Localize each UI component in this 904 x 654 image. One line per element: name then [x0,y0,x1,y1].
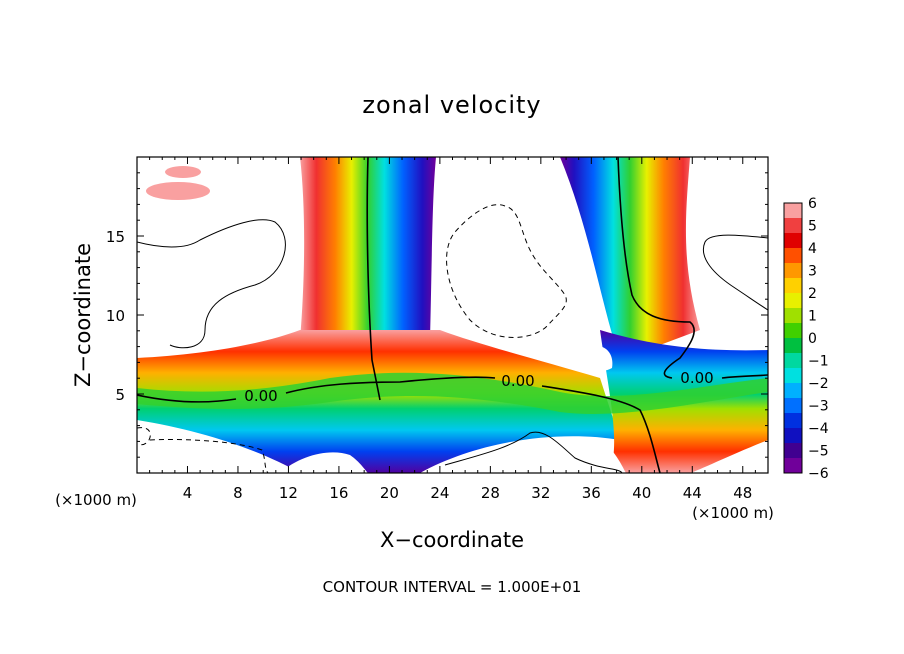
colorbar-label: −4 [808,421,829,437]
contour-interval-note: CONTOUR INTERVAL = 1.000E+01 [323,578,582,596]
x-tick-label: 32 [531,484,550,502]
colorbar-label: 3 [808,264,817,280]
field-blob [146,182,210,200]
chart-title: zonal velocity [362,91,541,119]
colorbar-swatch [784,413,802,429]
colorbar-label: 4 [808,241,817,257]
x-tick-label: 16 [329,484,348,502]
field-jet-left [137,330,620,473]
colorbar-swatch [784,278,802,294]
contour-line [703,234,768,311]
colorbar-label: −1 [808,354,829,370]
colorbar-label: 1 [808,309,817,325]
field-plume-right [560,157,700,360]
y-tick-label: 5 [115,386,125,404]
field-core [137,372,768,414]
colorbar-swatch [784,263,802,279]
contour-line-zero [617,157,768,379]
x-axis-label: X−coordinate [380,528,524,552]
colorbar-label: −5 [808,444,829,460]
colorbar-swatch [784,218,802,234]
colorbar: 6 5 4 3 2 1 0 −1 −2 −3 −4 −5 −6 [783,196,829,482]
field-gap [280,452,368,473]
colorbar-frame [783,202,803,474]
contour-lines [137,157,768,473]
colorbar-swatch [784,203,802,219]
contour-line-zero [137,376,661,473]
colorbar-swatch [784,308,802,324]
colorbar-label: 2 [808,286,817,302]
x-tick-label: 40 [632,484,651,502]
colorbar-label: −6 [808,466,829,482]
colorbar-swatch [784,353,802,369]
x-tick-label: 20 [380,484,399,502]
colorbar-swatch [784,368,802,384]
contour-label: 0.00 [501,372,534,390]
colorbar-label: −2 [808,376,829,392]
field-gap [137,437,200,473]
colorbar-swatch [784,383,802,399]
y-axis-label: Z−coordinate [71,243,95,387]
contour-line [149,438,269,473]
field-gap [585,346,613,371]
x-axis: 4 8 12 16 20 24 28 32 36 40 44 48 [149,157,756,502]
colorbar-swatch [784,443,802,459]
colorbar-swatch [784,338,802,354]
colorbar-swatch [784,248,802,264]
field-gap [430,445,626,473]
x-tick-label: 36 [582,484,601,502]
contour-line-zero [366,157,381,401]
x-tick-label: 4 [183,484,193,502]
colorbar-swatch [784,293,802,309]
x-tick-label: 12 [279,484,298,502]
y-tick-label: 15 [106,228,125,246]
x-tick-label: 8 [233,484,243,502]
contour-line [137,219,286,349]
contour-label: 0.00 [680,369,713,387]
contour-line [137,427,151,446]
colorbar-label: 0 [808,331,817,347]
colorbar-swatch [784,428,802,444]
x-tick-label: 44 [683,484,702,502]
contour-line [444,431,623,473]
y-tick-label: 10 [106,307,125,325]
field-blob [165,166,201,178]
colorbar-label: 6 [808,196,817,212]
x-unit-left: (×1000 m) [55,491,137,509]
contour-label: 0.00 [244,387,277,405]
contour-line [446,204,567,338]
plot-area [137,157,768,473]
x-tick-label: 24 [430,484,449,502]
colorbar-label: 5 [808,219,817,235]
x-tick-label: 48 [733,484,752,502]
colorbar-swatch [784,233,802,249]
x-unit-right: (×1000 m) [692,504,774,522]
colorbar-swatch [784,323,802,339]
colorbar-swatch [784,458,802,474]
y-axis: 5 10 15 [106,172,768,458]
x-tick-label: 28 [481,484,500,502]
colorbar-label: −3 [808,399,829,415]
colorbar-swatch [784,398,802,414]
